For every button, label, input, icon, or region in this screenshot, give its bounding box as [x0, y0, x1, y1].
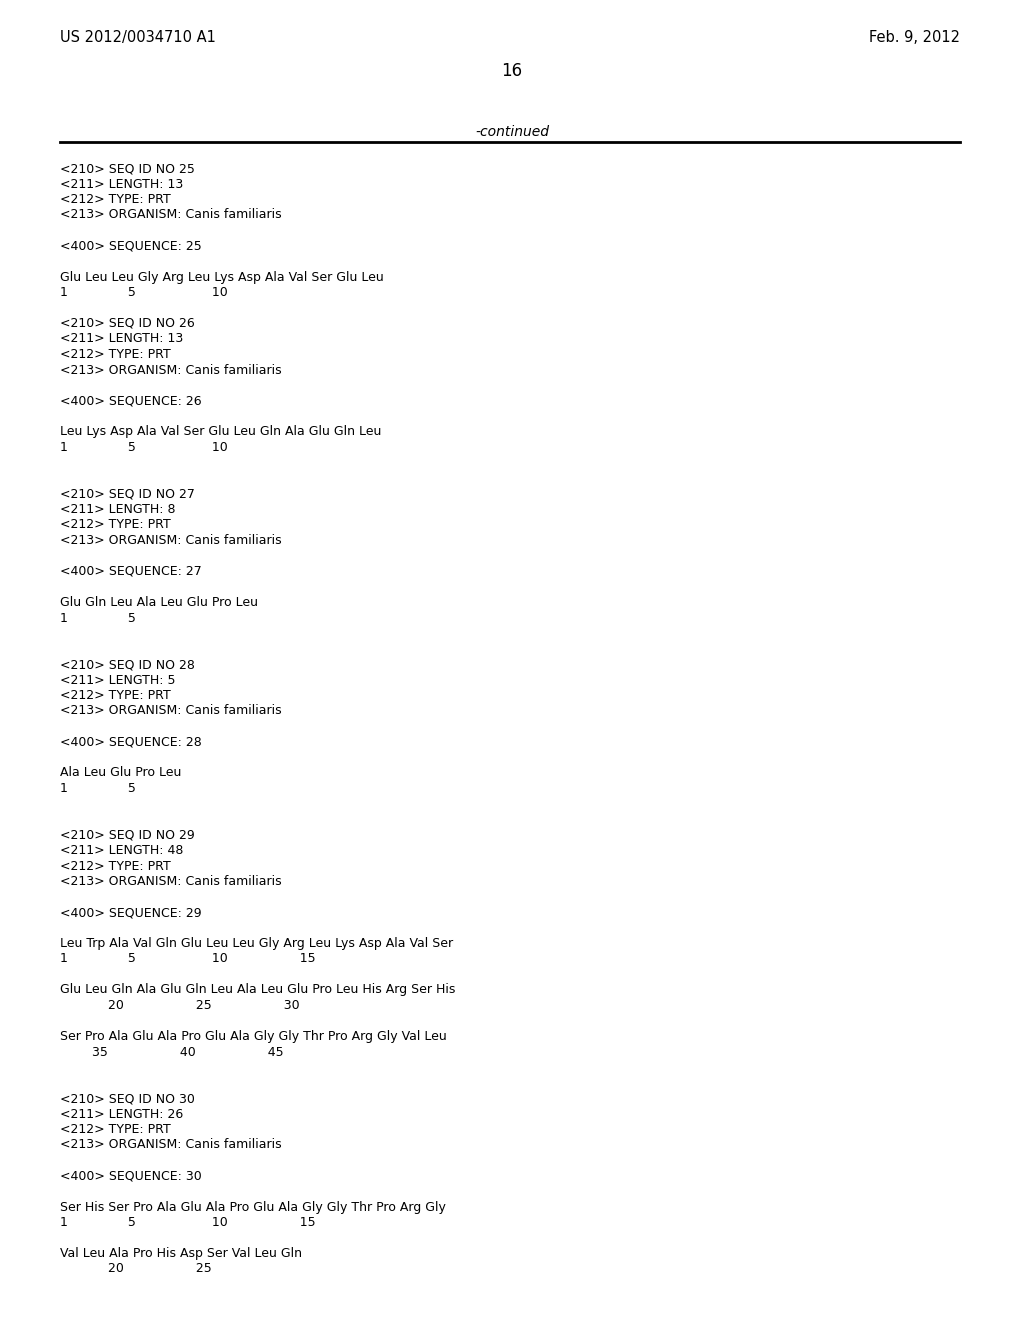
Text: <400> SEQUENCE: 29: <400> SEQUENCE: 29 — [60, 906, 202, 919]
Text: 1               5                   10                  15: 1 5 10 15 — [60, 1216, 315, 1229]
Text: US 2012/0034710 A1: US 2012/0034710 A1 — [60, 30, 216, 45]
Text: 20                  25                  30: 20 25 30 — [60, 999, 300, 1012]
Text: <212> TYPE: PRT: <212> TYPE: PRT — [60, 1123, 171, 1137]
Text: 1               5                   10                  15: 1 5 10 15 — [60, 953, 315, 965]
Text: Ala Leu Glu Pro Leu: Ala Leu Glu Pro Leu — [60, 767, 181, 780]
Text: <210> SEQ ID NO 30: <210> SEQ ID NO 30 — [60, 1092, 195, 1105]
Text: <210> SEQ ID NO 28: <210> SEQ ID NO 28 — [60, 657, 195, 671]
Text: <211> LENGTH: 5: <211> LENGTH: 5 — [60, 673, 175, 686]
Text: <400> SEQUENCE: 30: <400> SEQUENCE: 30 — [60, 1170, 202, 1183]
Text: Glu Leu Leu Gly Arg Leu Lys Asp Ala Val Ser Glu Leu: Glu Leu Leu Gly Arg Leu Lys Asp Ala Val … — [60, 271, 384, 284]
Text: <212> TYPE: PRT: <212> TYPE: PRT — [60, 859, 171, 873]
Text: 16: 16 — [502, 62, 522, 81]
Text: 1               5                   10: 1 5 10 — [60, 286, 227, 300]
Text: <212> TYPE: PRT: <212> TYPE: PRT — [60, 519, 171, 532]
Text: Feb. 9, 2012: Feb. 9, 2012 — [869, 30, 961, 45]
Text: <211> LENGTH: 26: <211> LENGTH: 26 — [60, 1107, 183, 1121]
Text: <213> ORGANISM: Canis familiaris: <213> ORGANISM: Canis familiaris — [60, 363, 282, 376]
Text: Ser His Ser Pro Ala Glu Ala Pro Glu Ala Gly Gly Thr Pro Arg Gly: Ser His Ser Pro Ala Glu Ala Pro Glu Ala … — [60, 1200, 445, 1213]
Text: Glu Gln Leu Ala Leu Glu Pro Leu: Glu Gln Leu Ala Leu Glu Pro Leu — [60, 597, 258, 609]
Text: <210> SEQ ID NO 26: <210> SEQ ID NO 26 — [60, 317, 195, 330]
Text: Val Leu Ala Pro His Asp Ser Val Leu Gln: Val Leu Ala Pro His Asp Ser Val Leu Gln — [60, 1247, 302, 1261]
Text: Leu Trp Ala Val Gln Glu Leu Leu Gly Arg Leu Lys Asp Ala Val Ser: Leu Trp Ala Val Gln Glu Leu Leu Gly Arg … — [60, 937, 454, 950]
Text: 1               5: 1 5 — [60, 611, 136, 624]
Text: <210> SEQ ID NO 25: <210> SEQ ID NO 25 — [60, 162, 195, 176]
Text: <213> ORGANISM: Canis familiaris: <213> ORGANISM: Canis familiaris — [60, 535, 282, 546]
Text: <211> LENGTH: 13: <211> LENGTH: 13 — [60, 177, 183, 190]
Text: <211> LENGTH: 48: <211> LENGTH: 48 — [60, 843, 183, 857]
Text: 20                  25: 20 25 — [60, 1262, 212, 1275]
Text: <213> ORGANISM: Canis familiaris: <213> ORGANISM: Canis familiaris — [60, 1138, 282, 1151]
Text: 1               5                   10: 1 5 10 — [60, 441, 227, 454]
Text: <213> ORGANISM: Canis familiaris: <213> ORGANISM: Canis familiaris — [60, 875, 282, 888]
Text: <211> LENGTH: 13: <211> LENGTH: 13 — [60, 333, 183, 346]
Text: <400> SEQUENCE: 26: <400> SEQUENCE: 26 — [60, 395, 202, 408]
Text: <400> SEQUENCE: 27: <400> SEQUENCE: 27 — [60, 565, 202, 578]
Text: <212> TYPE: PRT: <212> TYPE: PRT — [60, 348, 171, 360]
Text: 1               5: 1 5 — [60, 781, 136, 795]
Text: <213> ORGANISM: Canis familiaris: <213> ORGANISM: Canis familiaris — [60, 705, 282, 718]
Text: <211> LENGTH: 8: <211> LENGTH: 8 — [60, 503, 175, 516]
Text: -continued: -continued — [475, 125, 549, 139]
Text: <212> TYPE: PRT: <212> TYPE: PRT — [60, 193, 171, 206]
Text: Leu Lys Asp Ala Val Ser Glu Leu Gln Ala Glu Gln Leu: Leu Lys Asp Ala Val Ser Glu Leu Gln Ala … — [60, 425, 381, 438]
Text: Glu Leu Gln Ala Glu Gln Leu Ala Leu Glu Pro Leu His Arg Ser His: Glu Leu Gln Ala Glu Gln Leu Ala Leu Glu … — [60, 983, 456, 997]
Text: <400> SEQUENCE: 28: <400> SEQUENCE: 28 — [60, 735, 202, 748]
Text: Ser Pro Ala Glu Ala Pro Glu Ala Gly Gly Thr Pro Arg Gly Val Leu: Ser Pro Ala Glu Ala Pro Glu Ala Gly Gly … — [60, 1030, 446, 1043]
Text: <400> SEQUENCE: 25: <400> SEQUENCE: 25 — [60, 239, 202, 252]
Text: <210> SEQ ID NO 27: <210> SEQ ID NO 27 — [60, 487, 195, 500]
Text: <212> TYPE: PRT: <212> TYPE: PRT — [60, 689, 171, 702]
Text: <213> ORGANISM: Canis familiaris: <213> ORGANISM: Canis familiaris — [60, 209, 282, 222]
Text: 35                  40                  45: 35 40 45 — [60, 1045, 284, 1059]
Text: <210> SEQ ID NO 29: <210> SEQ ID NO 29 — [60, 829, 195, 842]
